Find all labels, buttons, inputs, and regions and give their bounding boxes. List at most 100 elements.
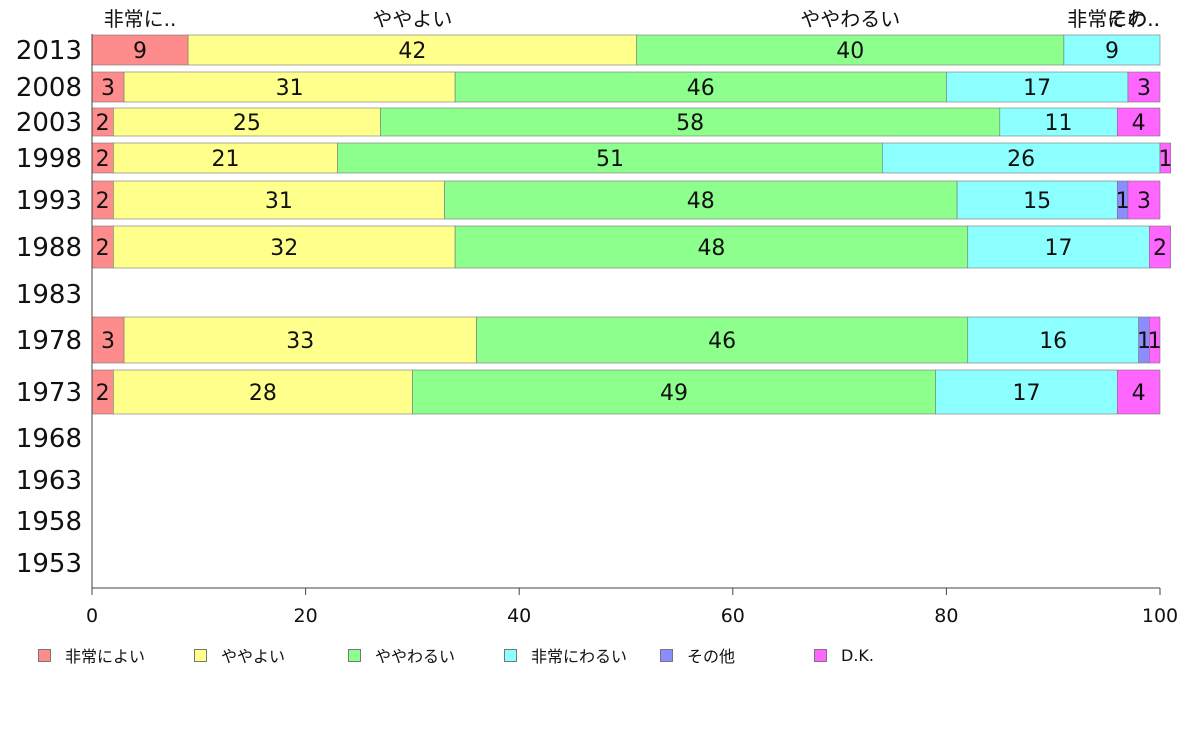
data-label: 26 xyxy=(1007,147,1035,172)
data-label: 2 xyxy=(1153,236,1167,261)
bar-segment xyxy=(123,316,477,364)
bar-segment xyxy=(956,180,1118,220)
x-tick-label: 60 xyxy=(721,605,745,627)
series-top-label: ややよい xyxy=(372,7,452,31)
data-label: 15 xyxy=(1023,189,1051,214)
bar-segment xyxy=(444,180,958,220)
legend-label: ややよい xyxy=(221,647,286,666)
series-top-label: ややわるい xyxy=(800,7,900,31)
legend-item: 非常にわるい xyxy=(504,645,628,666)
bar-segment xyxy=(967,225,1150,269)
legend-swatch xyxy=(660,648,673,662)
data-label: 2 xyxy=(96,189,110,214)
data-label: 3 xyxy=(1137,76,1151,101)
category-label: 1963 xyxy=(16,466,82,496)
category-label: 1968 xyxy=(16,424,82,454)
data-label: 51 xyxy=(596,147,624,172)
category-label: 1983 xyxy=(16,280,82,310)
legend-swatch xyxy=(504,648,517,662)
data-label: 2 xyxy=(96,111,110,136)
data-label: 16 xyxy=(1039,329,1067,354)
category-label: 1998 xyxy=(16,144,82,174)
bar-segment xyxy=(113,142,338,174)
data-label: 1 xyxy=(1116,189,1130,214)
data-label: 2 xyxy=(96,236,110,261)
category-label: 1973 xyxy=(16,378,82,408)
data-label: 46 xyxy=(708,329,736,354)
legend-swatch xyxy=(194,648,207,662)
data-label: 9 xyxy=(1105,39,1119,64)
legend-item: その他 xyxy=(660,645,736,666)
category-label: 2003 xyxy=(16,108,82,138)
x-tick-label: 40 xyxy=(507,605,531,627)
data-label: 31 xyxy=(276,76,304,101)
bar-segment xyxy=(999,107,1118,137)
legend-label: 非常にわるい xyxy=(531,647,628,666)
data-label: 3 xyxy=(101,76,115,101)
category-label: 1978 xyxy=(16,326,82,356)
bar-segment xyxy=(187,34,637,66)
series-top-label: 非常にわ.. xyxy=(1067,7,1160,31)
legend-swatch xyxy=(38,648,51,662)
legend-item: 非常によい xyxy=(38,645,145,666)
category-label: 2008 xyxy=(16,73,82,103)
bar-segment xyxy=(1116,369,1161,415)
data-label: 2 xyxy=(96,381,110,406)
bar-segment xyxy=(454,71,947,103)
data-label: 4 xyxy=(1132,111,1146,136)
legend-item: ややよい xyxy=(194,645,286,666)
data-label: 31 xyxy=(265,189,293,214)
data-label: 25 xyxy=(233,111,261,136)
bar-segment xyxy=(1116,107,1161,137)
bar-segment xyxy=(1063,34,1161,66)
data-label: 48 xyxy=(687,189,715,214)
data-label: 46 xyxy=(687,76,715,101)
legend-swatch xyxy=(814,648,827,662)
bar-segment xyxy=(1149,316,1161,364)
bar-segment xyxy=(1127,180,1161,220)
data-label: 2 xyxy=(96,147,110,172)
bar-segment xyxy=(1149,225,1171,269)
bar-segment xyxy=(1127,71,1161,103)
legend-item: ややわるい xyxy=(348,645,455,666)
data-label: 40 xyxy=(836,39,864,64)
data-label: 32 xyxy=(270,236,298,261)
category-label: 1953 xyxy=(16,549,82,579)
legend-label: その他 xyxy=(687,647,736,666)
bar-segment xyxy=(91,34,189,66)
bar-segment xyxy=(946,71,1129,103)
bar-segment xyxy=(113,369,413,415)
bar-segment xyxy=(935,369,1118,415)
data-label: 58 xyxy=(676,111,704,136)
data-label: 42 xyxy=(398,39,426,64)
data-label: 17 xyxy=(1013,381,1041,406)
data-label: 17 xyxy=(1023,76,1051,101)
data-label: 49 xyxy=(660,381,688,406)
category-label: 1993 xyxy=(16,186,82,216)
bar-segment xyxy=(380,107,1001,137)
data-label: 28 xyxy=(249,381,277,406)
bar-segment xyxy=(113,225,456,269)
category-label: 1958 xyxy=(16,507,82,537)
bar-segment xyxy=(91,71,125,103)
x-tick-label: 20 xyxy=(294,605,318,627)
data-label: 17 xyxy=(1045,236,1073,261)
data-label: 11 xyxy=(1045,111,1073,136)
data-label: 3 xyxy=(1137,189,1151,214)
stacked-bar-chart: 2013200820031998199319881983197819731968… xyxy=(16,7,1178,627)
x-tick-label: 80 xyxy=(934,605,958,627)
bar-segment xyxy=(454,225,969,269)
category-label: 2013 xyxy=(16,36,82,66)
legend: 非常によい ややよい ややわるい 非常にわるい その他 D.K. xyxy=(38,645,1158,669)
bar-segment xyxy=(412,369,937,415)
bar-segment xyxy=(113,107,381,137)
data-label: 9 xyxy=(133,39,147,64)
x-tick-label: 100 xyxy=(1142,605,1178,627)
bar-segment xyxy=(967,316,1139,364)
category-label: 1988 xyxy=(16,233,82,263)
data-label: 1 xyxy=(1137,329,1151,354)
bar-segment xyxy=(476,316,969,364)
legend-item: D.K. xyxy=(814,645,874,665)
data-label: 21 xyxy=(212,147,240,172)
legend-label: D.K. xyxy=(841,645,874,665)
